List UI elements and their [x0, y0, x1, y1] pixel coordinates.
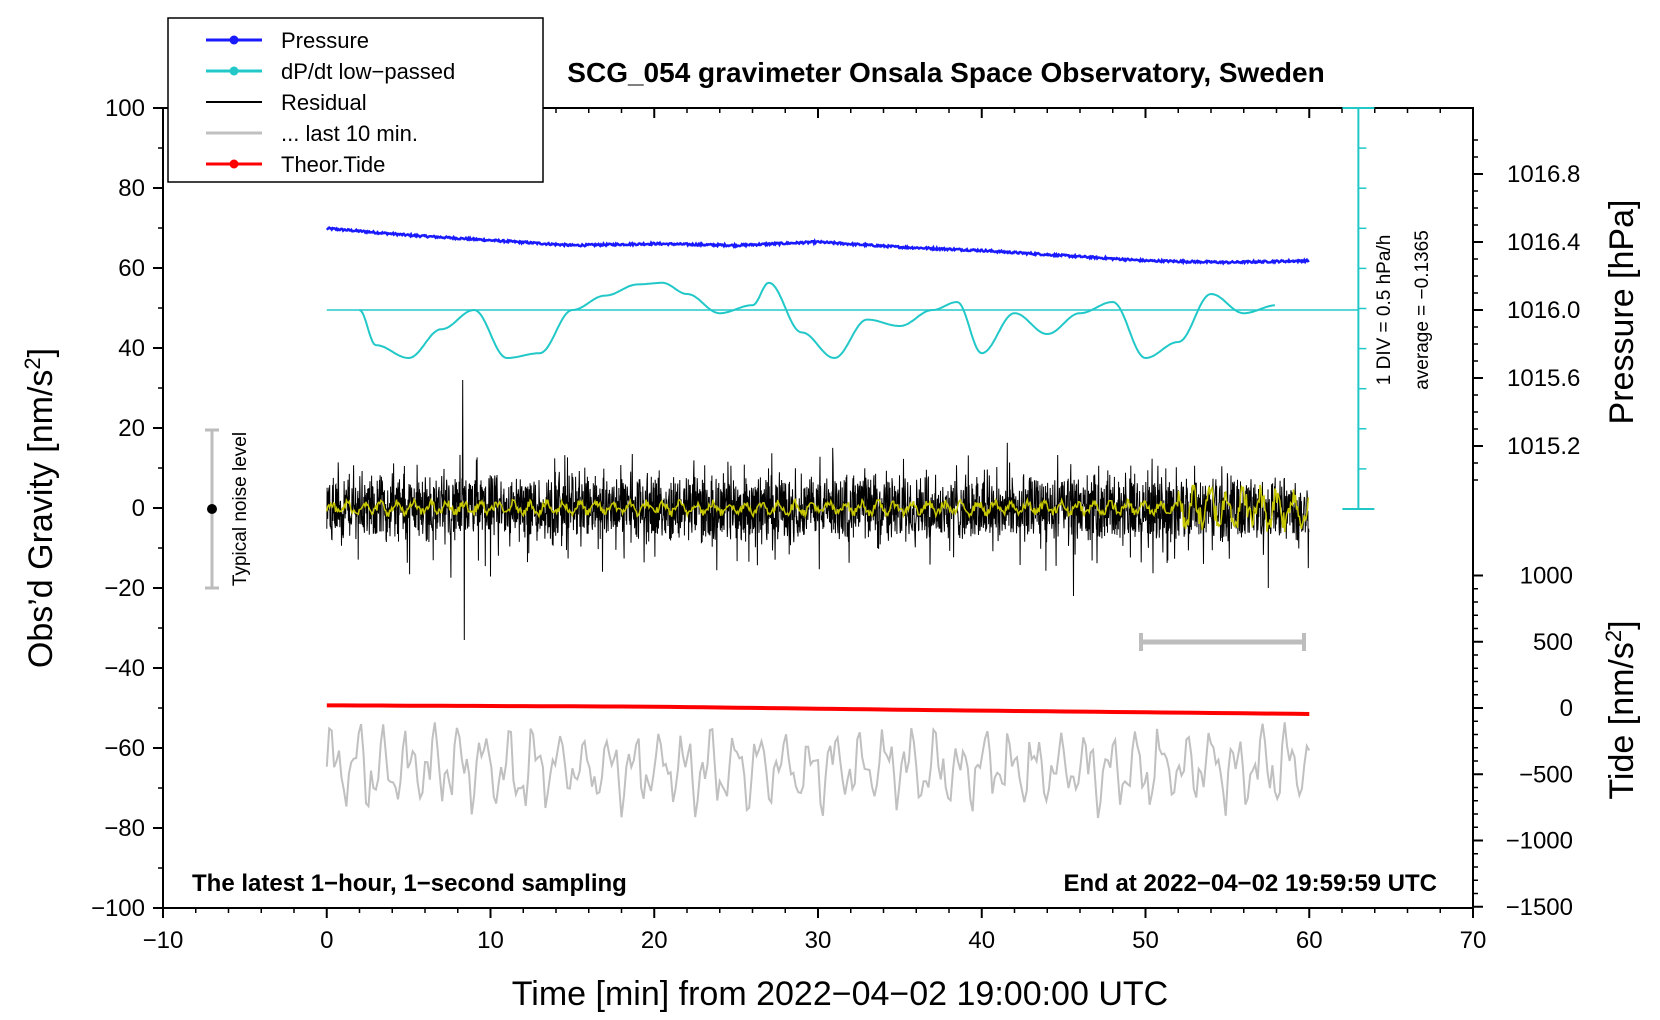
- pressure-axis-title: Pressure [hPa]: [1603, 200, 1641, 425]
- pressure-series-line: [325, 225, 1310, 266]
- series-group: [325, 225, 1359, 819]
- legend-marker: [229, 35, 239, 45]
- noise-indicator: Typical noise level: [205, 428, 251, 590]
- dpdt-scale-bar: [1342, 107, 1375, 510]
- pressure-tick-label: 1016.0: [1507, 297, 1580, 324]
- y-tick-label: 40: [118, 335, 145, 362]
- y-left-axis-title: Obs’d Gravity [nm/s2]: [20, 348, 61, 668]
- x-tick-label: 40: [968, 927, 995, 954]
- legend-label: Theor.Tide: [281, 152, 385, 177]
- tide-tick-label: −1500: [1506, 894, 1573, 921]
- x-tick-label: 20: [641, 927, 668, 954]
- y-tick-label: −100: [91, 895, 145, 922]
- x-tick-label: 0: [320, 927, 333, 954]
- x-tick-label: 10: [477, 927, 504, 954]
- y-tick-label: 60: [118, 255, 145, 282]
- x-tick-label: 60: [1296, 927, 1323, 954]
- y-tick-label: 100: [105, 95, 145, 122]
- legend-box: [167, 17, 544, 183]
- legend-label: dP/dt low−passed: [281, 59, 455, 84]
- footer-right: End at 2022−04−02 19:59:59 UTC: [1063, 870, 1437, 897]
- x-axis-title: Time [min] from 2022−04−02 19:00:00 UTC: [512, 975, 1168, 1013]
- tide-series-line: [326, 703, 1310, 716]
- y-tick-label: −80: [104, 815, 145, 842]
- x-tick-label: −10: [143, 927, 184, 954]
- chart-title: SCG_054 gravimeter Onsala Space Observat…: [567, 57, 1324, 88]
- x-tick-label: 70: [1460, 927, 1487, 954]
- last-10-min-series-line: [325, 722, 1311, 819]
- footer-left: The latest 1−hour, 1−second sampling: [192, 870, 627, 897]
- dpdt-series-line: [359, 281, 1276, 360]
- last-10-min-bar: [1139, 633, 1306, 651]
- legend-label: Residual: [281, 90, 367, 115]
- y-tick-label: 20: [118, 415, 145, 442]
- legend-marker: [229, 66, 239, 76]
- noise-label: Typical noise level: [230, 432, 251, 586]
- pressure-tick-label: 1015.2: [1507, 433, 1580, 460]
- tide-tick-label: 1000: [1520, 563, 1573, 590]
- legend-label: Pressure: [281, 28, 369, 53]
- y-tick-label: −40: [104, 655, 145, 682]
- average-label: average = −0.1365: [1412, 230, 1433, 390]
- pressure-tick-label: 1016.8: [1507, 161, 1580, 188]
- residual-lowpass-line: [326, 484, 1310, 533]
- pressure-tick-label: 1016.4: [1507, 229, 1580, 256]
- x-tick-label: 50: [1132, 927, 1159, 954]
- pressure-tick-label: 1015.6: [1507, 365, 1580, 392]
- tide-axis-title: Tide [nm/s2]: [1601, 620, 1642, 799]
- tide-tick-label: −1000: [1506, 828, 1573, 855]
- tide-axis-ticks: 1000 500 0 −500 −1000 −1500: [1473, 563, 1573, 921]
- x-tick-label: 30: [805, 927, 832, 954]
- pressure-axis-ticks: 1016.8 1016.4 1016.0 1015.6 1015.2: [1473, 139, 1580, 481]
- y-tick-label: 0: [132, 495, 145, 522]
- y-left-axis-ticks: 100 80 60 40 20 0 −20 −40 −60 −80 −100: [91, 95, 163, 922]
- x-axis-ticks: −10 0 10 20 30 40 50 60 70: [143, 108, 1487, 954]
- y-tick-label: −60: [104, 735, 145, 762]
- legend-marker: [229, 159, 239, 169]
- tide-tick-label: 500: [1533, 629, 1573, 656]
- y-tick-label: 80: [118, 175, 145, 202]
- scale-bar-label: 1 DIV = 0.5 hPa/h: [1374, 235, 1395, 386]
- legend: Pressure dP/dt low−passed Residual ... last…: [167, 17, 544, 183]
- residual-series-line: [326, 379, 1310, 641]
- y-tick-label: −20: [104, 575, 145, 602]
- legend-label: ... last 10 min.: [281, 121, 418, 146]
- tide-tick-label: 0: [1560, 695, 1573, 722]
- tide-tick-label: −500: [1519, 761, 1573, 788]
